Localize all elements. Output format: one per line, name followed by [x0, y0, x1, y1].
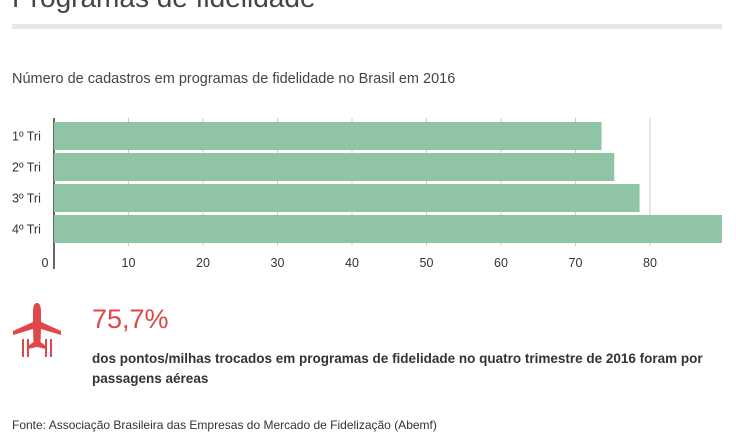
x-tick-label: 70: [569, 256, 583, 270]
x-tick-label: 20: [196, 256, 210, 270]
bar: [54, 215, 722, 243]
bar: [54, 184, 640, 212]
x-tick-label: 40: [345, 256, 359, 270]
source-note: Fonte: Associação Brasileira das Empresa…: [12, 418, 437, 432]
x-tick-label: 60: [494, 256, 508, 270]
bar: [54, 153, 615, 181]
x-tick-label: 0: [42, 256, 49, 270]
stat-description: dos pontos/milhas trocados em programas …: [92, 351, 703, 386]
title-divider: [12, 24, 722, 29]
airplane-icon: [13, 303, 61, 357]
stat-percentage: 75,7%: [92, 304, 169, 334]
page-title: Programas de fidelidade: [12, 0, 316, 12]
x-tick-label: 10: [122, 256, 136, 270]
category-label: 3º Tri: [12, 192, 41, 206]
bar-chart: 1º Tri 2º Tri 3º Tri 4º Tri 0 10 20 30 40 50 60 70…: [12, 118, 722, 270]
category-label: 4º Tri: [12, 223, 41, 237]
category-label: 1º Tri: [12, 130, 41, 144]
x-tick-label: 80: [643, 256, 657, 270]
chart-subtitle: Número de cadastros em programas de fide…: [12, 71, 456, 87]
x-tick-label: 30: [271, 256, 285, 270]
x-tick-label: 50: [420, 256, 434, 270]
bar: [54, 122, 602, 150]
category-label: 2º Tri: [12, 161, 41, 175]
